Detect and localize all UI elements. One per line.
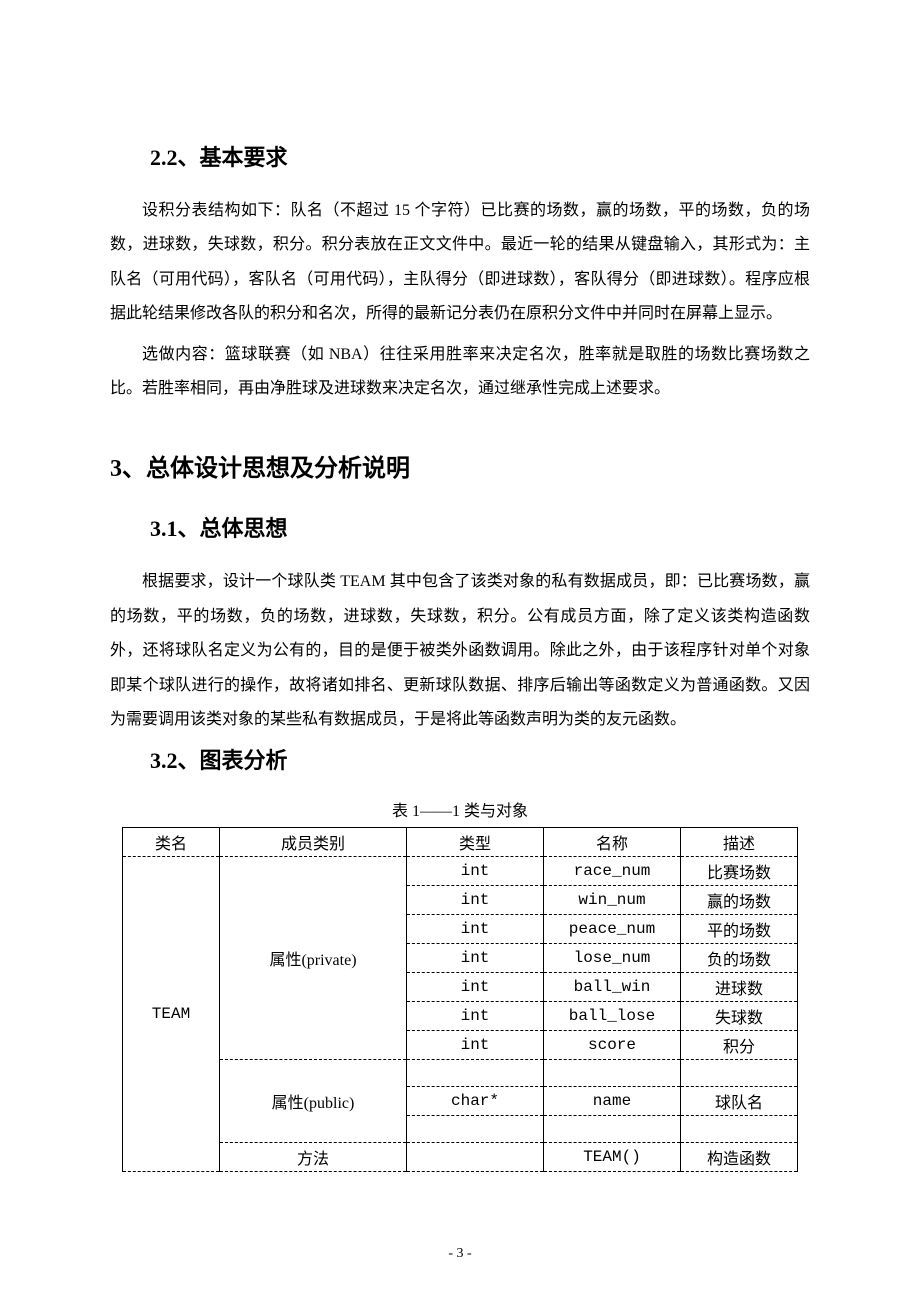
cell-name: score bbox=[544, 1031, 681, 1060]
table-row: 方法 TEAM() 构造函数 bbox=[123, 1143, 798, 1172]
cell-category: 方法 bbox=[220, 1143, 407, 1172]
cell-desc bbox=[681, 1060, 798, 1087]
cell-desc: 进球数 bbox=[681, 973, 798, 1002]
cell-type: int bbox=[407, 1002, 544, 1031]
paragraph-2-2-1: 设积分表结构如下：队名（不超过 15 个字符）已比赛的场数，赢的场数，平的场数，… bbox=[110, 194, 810, 332]
cell-type bbox=[407, 1116, 544, 1143]
table-header-row: 类名 成员类别 类型 名称 描述 bbox=[123, 828, 798, 857]
paragraph-3-1-1: 根据要求，设计一个球队类 TEAM 其中包含了该类对象的私有数据成员，即：已比赛… bbox=[110, 565, 810, 737]
paragraph-2-2-2: 选做内容：篮球联赛（如 NBA）往往采用胜率来决定名次，胜率就是取胜的场数比赛场… bbox=[110, 338, 810, 407]
th-desc: 描述 bbox=[681, 828, 798, 857]
page-number: - 3 - bbox=[0, 1246, 920, 1262]
page: 2.2、基本要求 设积分表结构如下：队名（不超过 15 个字符）已比赛的场数，赢… bbox=[0, 0, 920, 1302]
cell-name: ball_win bbox=[544, 973, 681, 1002]
cell-desc: 构造函数 bbox=[681, 1143, 798, 1172]
cell-desc: 负的场数 bbox=[681, 944, 798, 973]
cell-type: int bbox=[407, 857, 544, 886]
cell-category: 属性(private) bbox=[220, 857, 407, 1060]
cell-type bbox=[407, 1060, 544, 1087]
th-classname: 类名 bbox=[123, 828, 220, 857]
cell-name: TEAM() bbox=[544, 1143, 681, 1172]
heading-2-2: 2.2、基本要求 bbox=[150, 140, 810, 172]
cell-category: 属性(public) bbox=[220, 1060, 407, 1143]
cell-type: int bbox=[407, 886, 544, 915]
cell-name: name bbox=[544, 1087, 681, 1116]
cell-type: int bbox=[407, 1031, 544, 1060]
cell-name bbox=[544, 1060, 681, 1087]
cell-name: win_num bbox=[544, 886, 681, 915]
table-row: TEAM 属性(private) int race_num 比赛场数 bbox=[123, 857, 798, 886]
th-name: 名称 bbox=[544, 828, 681, 857]
th-type: 类型 bbox=[407, 828, 544, 857]
class-table: 类名 成员类别 类型 名称 描述 TEAM 属性(private) int ra… bbox=[122, 827, 798, 1172]
cell-type: int bbox=[407, 944, 544, 973]
cell-type: char* bbox=[407, 1087, 544, 1116]
cell-name: lose_num bbox=[544, 944, 681, 973]
cell-classname: TEAM bbox=[123, 857, 220, 1172]
cell-name bbox=[544, 1116, 681, 1143]
cell-desc: 失球数 bbox=[681, 1002, 798, 1031]
cell-type: int bbox=[407, 973, 544, 1002]
cell-desc: 球队名 bbox=[681, 1087, 798, 1116]
cell-desc: 平的场数 bbox=[681, 915, 798, 944]
cell-type bbox=[407, 1143, 544, 1172]
cell-desc: 比赛场数 bbox=[681, 857, 798, 886]
cell-name: peace_num bbox=[544, 915, 681, 944]
cell-name: ball_lose bbox=[544, 1002, 681, 1031]
cell-desc: 积分 bbox=[681, 1031, 798, 1060]
th-category: 成员类别 bbox=[220, 828, 407, 857]
cell-desc bbox=[681, 1116, 798, 1143]
cell-desc: 赢的场数 bbox=[681, 886, 798, 915]
cell-type: int bbox=[407, 915, 544, 944]
heading-3-1: 3.1、总体思想 bbox=[150, 511, 810, 543]
heading-3-2: 3.2、图表分析 bbox=[150, 743, 810, 775]
cell-name: race_num bbox=[544, 857, 681, 886]
heading-3: 3、总体设计思想及分析说明 bbox=[110, 448, 810, 483]
table-caption: 表 1——1 类与对象 bbox=[110, 797, 810, 821]
table-row: 属性(public) bbox=[123, 1060, 798, 1087]
